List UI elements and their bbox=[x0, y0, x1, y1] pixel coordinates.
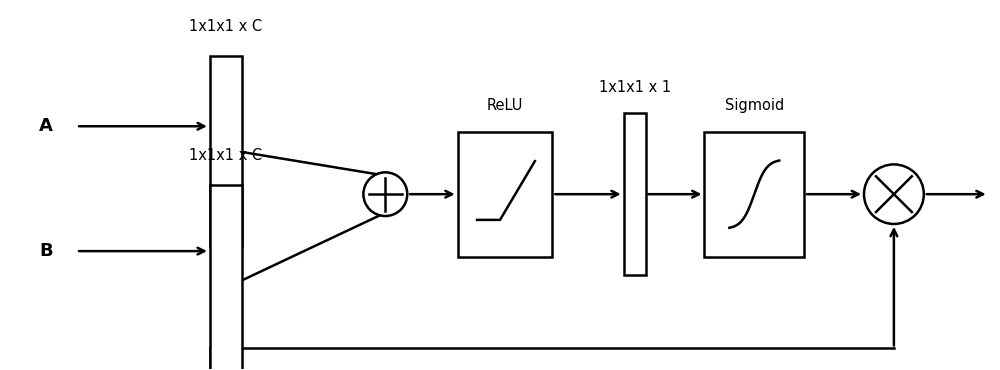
Bar bbox=[210, 185, 242, 370]
Bar bbox=[704, 132, 804, 257]
Text: 1x1x1 x C: 1x1x1 x C bbox=[189, 148, 262, 163]
Text: 1x1x1 x C: 1x1x1 x C bbox=[189, 20, 262, 34]
Text: 1x1x1 x 1: 1x1x1 x 1 bbox=[599, 80, 671, 95]
Text: Sigmoid: Sigmoid bbox=[725, 98, 784, 113]
Text: A: A bbox=[39, 117, 53, 135]
Ellipse shape bbox=[363, 172, 407, 216]
Text: B: B bbox=[39, 242, 53, 260]
Bar bbox=[458, 132, 552, 257]
Bar bbox=[624, 113, 646, 275]
Text: ReLU: ReLU bbox=[487, 98, 523, 113]
Bar bbox=[210, 57, 242, 248]
Ellipse shape bbox=[864, 164, 924, 224]
